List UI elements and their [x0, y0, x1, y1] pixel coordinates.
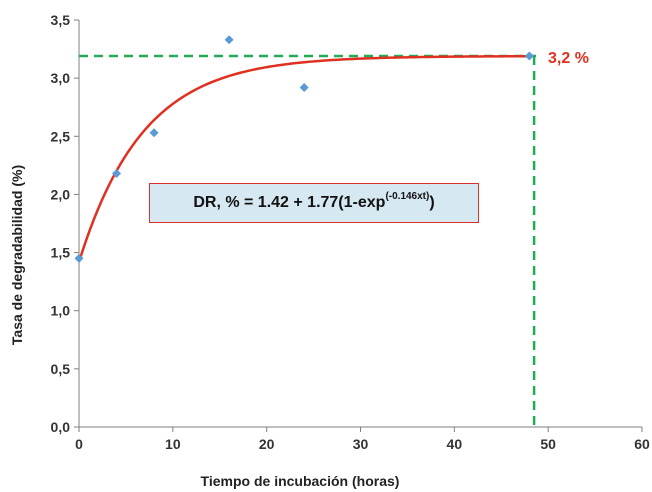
- equation-close: ): [429, 194, 435, 211]
- y-tick-label: 1,0: [51, 303, 71, 319]
- x-tick-label: 20: [259, 436, 275, 452]
- data-point: [299, 82, 309, 92]
- x-tick-label: 60: [634, 436, 650, 452]
- axes: [78, 20, 642, 428]
- data-point: [224, 35, 234, 45]
- data-points: [74, 35, 534, 263]
- equation-exponent: (-0.146xt): [385, 190, 430, 202]
- equation-main: DR, % = 1.42 + 1.77(1-exp: [193, 194, 386, 211]
- y-axis-ticks: 0,0 0,5 1,0 1,5 2,0 2,5 3,0 3,5: [51, 12, 79, 435]
- x-tick-label: 30: [353, 436, 369, 452]
- y-axis-title: Tasa de degradabilidad (%): [9, 165, 25, 345]
- x-tick-label: 0: [75, 436, 83, 452]
- y-tick-label: 3,0: [51, 70, 71, 86]
- end-value-label: 3,2 %: [548, 50, 589, 67]
- x-tick-label: 10: [165, 436, 181, 452]
- curve-path: [77, 54, 530, 263]
- x-axis-title: Tiempo de incubación (horas): [201, 473, 400, 489]
- equation-box: DR, % = 1.42 + 1.77(1-exp (-0.146xt)): [149, 183, 479, 223]
- x-axis-ticks: 0 10 20 30 40 50 60: [75, 427, 650, 452]
- data-point: [149, 128, 159, 138]
- y-tick-label: 0,5: [51, 361, 71, 377]
- data-point: [112, 168, 122, 178]
- x-tick-label: 50: [540, 436, 556, 452]
- y-tick-label: 2,0: [51, 186, 71, 202]
- x-tick-label: 40: [447, 436, 463, 452]
- data-point: [74, 253, 84, 263]
- fitted-curve: [77, 54, 530, 263]
- reference-lines: [79, 54, 537, 427]
- y-tick-label: 1,5: [51, 245, 71, 261]
- data-point: [524, 51, 534, 61]
- y-tick-label: 0,0: [51, 419, 71, 435]
- y-tick-label: 3,5: [51, 12, 71, 28]
- y-tick-label: 2,5: [51, 128, 71, 144]
